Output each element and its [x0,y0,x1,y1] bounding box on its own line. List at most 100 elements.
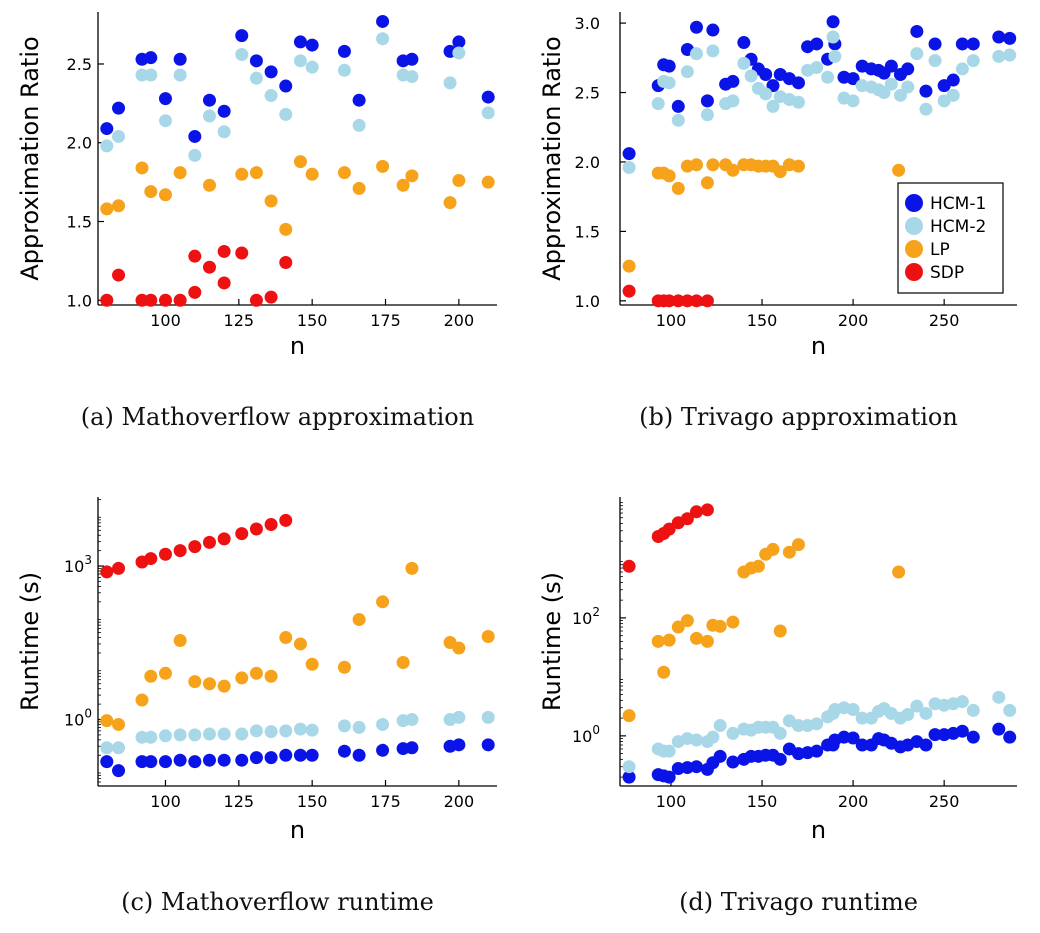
data-point [826,30,840,44]
data-point [810,744,824,758]
legend-marker [905,263,923,281]
data-point [135,161,149,175]
data-point [337,719,351,733]
data-point [689,47,703,61]
data-point [884,59,898,73]
data-point [689,158,703,172]
legend-marker [905,194,923,212]
data-point [235,671,249,685]
x-tick-label: 200 [444,311,475,330]
data-point [766,542,780,556]
data-point [112,561,126,575]
x-tick-label: 100 [150,792,181,811]
data-point [892,565,906,579]
x-tick-label: 250 [929,792,960,811]
data-point [158,729,172,743]
legend-label: HCM-1 [930,194,986,214]
data-point [928,728,942,742]
data-point [689,760,703,774]
data-point [1003,48,1017,62]
data-point [744,69,758,83]
data-point [337,63,351,77]
y-axis-label: Approximation Ratio [538,36,566,280]
data-point [700,294,714,308]
data-point [662,76,676,90]
data-point [662,633,676,647]
data-point [217,276,231,290]
data-point [992,30,1006,44]
data-point [955,62,969,76]
x-tick-label: 150 [747,311,778,330]
data-point [919,84,933,98]
data-point [305,167,319,181]
data-point [112,199,126,213]
series-hcm-1 [100,738,495,778]
data-point [706,23,720,37]
data-point [689,631,703,645]
data-point [662,744,676,758]
data-point [264,65,278,79]
data-point [737,56,751,70]
data-point [671,113,685,127]
series-sdp [100,244,293,307]
y-tick-label: 1.5 [575,222,600,241]
data-point [188,285,202,299]
data-point [293,54,307,68]
data-point [249,166,263,180]
data-point [337,44,351,58]
data-point [855,711,869,725]
data-point [173,634,187,648]
data-point [305,657,319,671]
data-point [846,72,860,86]
data-point [481,175,495,189]
data-point [966,37,980,51]
data-point [810,717,824,731]
data-point [293,722,307,736]
y-tick-label: 1.0 [575,292,600,311]
y-axis-label: Runtime (s) [538,572,566,711]
data-point [919,102,933,116]
data-point [100,202,114,216]
data-point [293,637,307,651]
series-sdp [622,503,714,573]
data-point [173,166,187,180]
chart-panel-b: 100 150 200 250 1.0 1.5 2.0 2.5 3.0 n Approximatio… [538,12,1017,431]
data-point [662,59,676,73]
data-point [249,751,263,765]
data-point [264,669,278,683]
data-point [217,125,231,139]
data-point [481,710,495,724]
data-point [966,730,980,744]
data-point [405,561,419,575]
data-point [337,744,351,758]
data-point [773,752,787,766]
data-point [657,665,671,679]
data-point [713,718,727,732]
x-tick-label: 100 [656,792,687,811]
data-point [919,706,933,720]
data-point [249,54,263,68]
data-point [188,249,202,263]
data-point [144,755,158,769]
data-point [376,717,390,731]
legend-label: SDP [930,263,964,283]
data-point [202,677,216,691]
data-point [662,770,676,784]
data-point [405,713,419,727]
data-point [773,165,787,179]
y-tick-label: 1.0 [67,291,92,310]
data-point [235,29,249,43]
data-point [992,49,1006,63]
y-axis-label: Runtime (s) [16,572,44,711]
data-point [188,129,202,143]
data-point [946,73,960,87]
x-tick-label: 175 [370,311,401,330]
series-hcm-2 [100,710,495,755]
data-point [202,178,216,192]
y-tick-label: 102 [572,605,600,628]
data-point [846,94,860,108]
data-point [671,99,685,113]
subfigure-caption: (b) Trivago approximation [639,403,958,431]
data-point [293,155,307,169]
data-point [235,246,249,260]
